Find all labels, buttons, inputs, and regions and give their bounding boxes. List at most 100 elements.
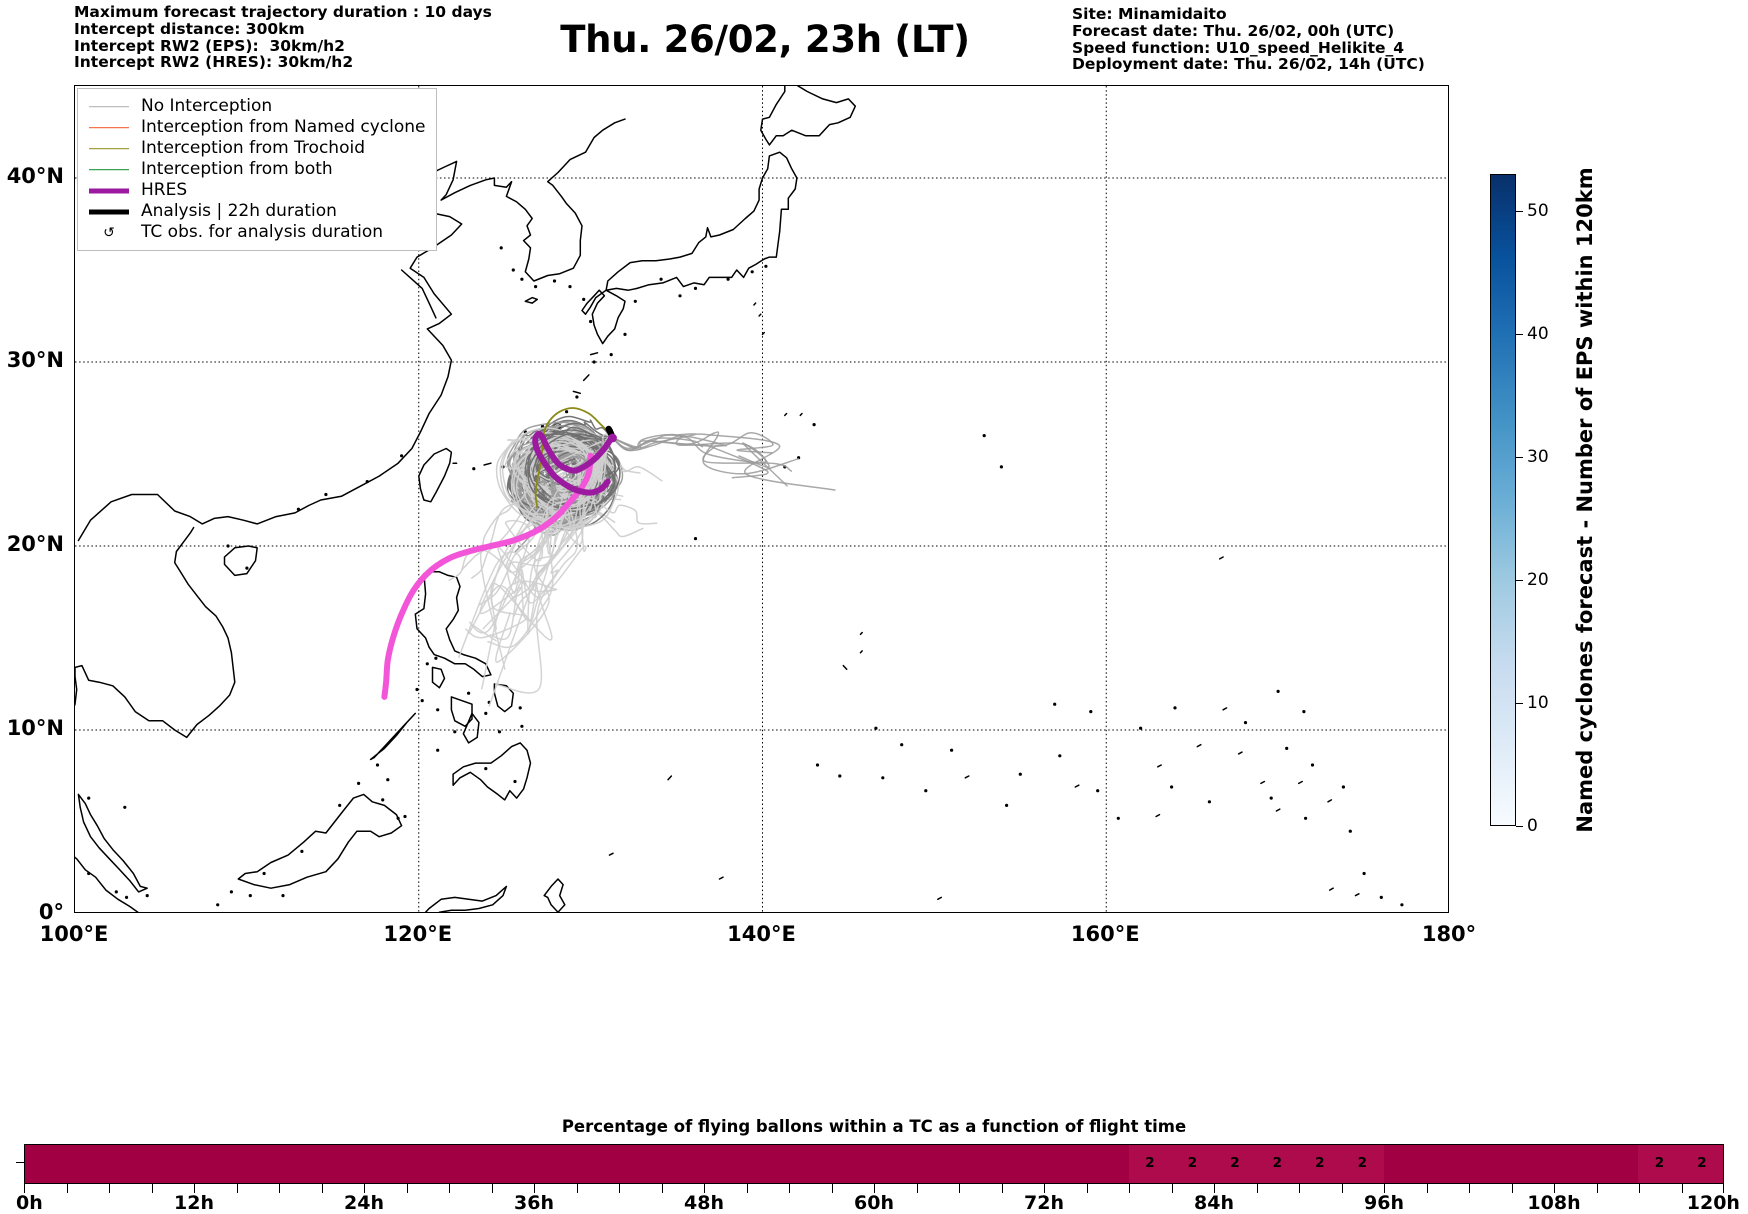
coastline-segment (589, 352, 599, 356)
percentage-cell-15h (237, 1145, 280, 1183)
page-title: Thu. 26/02, 23h (LT) (560, 18, 970, 61)
island-dot (1139, 726, 1143, 730)
coastline-segment (937, 896, 943, 901)
legend-item-2: Interception from Trochoid (86, 138, 426, 159)
island-dot (1285, 746, 1289, 751)
percentage-axis-tick-48h (704, 1184, 706, 1193)
legend-line-swatch (86, 142, 132, 156)
percentage-axis-tick-18h (279, 1184, 281, 1193)
island-dot (812, 423, 816, 427)
coastline-segment (1327, 799, 1333, 803)
island-dot (1276, 689, 1280, 694)
coastline-segment (1297, 780, 1303, 785)
percentage-cell-9h (152, 1145, 195, 1183)
percentage-axis-tick-3h (66, 1184, 68, 1193)
percentage-cell-78h: 2 (1128, 1145, 1172, 1183)
eps-trajectory (468, 436, 613, 642)
tropical-cyclone-icon: ↺ (103, 224, 115, 241)
percentage-cell-21h (322, 1145, 365, 1183)
percentage-axis-tick-42h (619, 1184, 621, 1193)
percentage-cell-30h (449, 1145, 492, 1183)
coastline-segment (493, 683, 515, 713)
percentage-axis-tick-81h (1171, 1184, 1173, 1193)
percentage-axis-label-60h: 60h (854, 1192, 894, 1214)
colorbar-title: Named cyclones forecast - Number of EPS … (1573, 167, 1597, 833)
island-dot (900, 743, 904, 747)
island-dot (415, 687, 419, 692)
coastline-segment (1354, 893, 1360, 897)
percentage-cell-57h (831, 1145, 875, 1183)
island-dot (453, 730, 457, 734)
lon-tick-label-100: 100°E (39, 922, 109, 946)
percentage-axis-label-48h: 48h (684, 1192, 724, 1214)
island-dot (1018, 772, 1022, 776)
island-dot (678, 294, 682, 298)
percentage-axis-tick-78h (1129, 1184, 1131, 1193)
colorbar-tick-20 (1516, 579, 1523, 582)
lat-tick-label-30: 30°N (6, 348, 64, 372)
percentage-cell-114h: 2 (1638, 1145, 1681, 1183)
percentage-axis-label-96h: 96h (1364, 1192, 1404, 1214)
percentage-cell-102h (1468, 1145, 1511, 1183)
percentage-cell-6h (109, 1145, 153, 1183)
legend-line-swatch (86, 163, 132, 177)
percentage-axis-label-0h: 0h (15, 1192, 43, 1214)
island-dot (425, 662, 429, 666)
coastline-segment (424, 885, 508, 912)
legend-item-0: No Interception (86, 96, 426, 117)
header-right-line-0: Site: Minamidaito (1072, 5, 1227, 23)
island-dot (568, 285, 572, 289)
percentage-axis-tick-51h (746, 1184, 748, 1193)
map-svg (75, 86, 1448, 912)
island-dot (750, 270, 754, 274)
island-dot (1053, 702, 1057, 706)
percentage-cell-96h (1383, 1145, 1426, 1183)
percentage-axis-label-36h: 36h (514, 1192, 554, 1214)
percentage-axis-tick-21h (321, 1184, 323, 1193)
island-dot (467, 691, 471, 695)
island-dot (125, 895, 129, 900)
percentage-axis-tick-99h (1426, 1184, 1428, 1193)
island-dot (1362, 871, 1366, 876)
map-legend: No Interception Interception from Named c… (77, 88, 437, 251)
lat-tick-label-10: 10°N (6, 716, 64, 740)
lat-tick-label-0: 0° (38, 900, 64, 924)
legend-line-swatch (86, 205, 132, 219)
island-dot (1207, 800, 1211, 804)
percentage-axis-tick-54h (789, 1184, 791, 1193)
legend-item-3: Interception from both (86, 159, 426, 180)
island-dot (87, 871, 91, 876)
percentage-cell-36h (534, 1145, 577, 1183)
island-dot (1348, 829, 1352, 833)
island-dot (659, 277, 663, 281)
coastline-segment (75, 666, 78, 707)
percentage-axis-tick-105h (1511, 1184, 1513, 1193)
colorbar-tick-label-10: 10 (1527, 692, 1549, 713)
island-dot (924, 789, 928, 793)
island-dot (582, 297, 586, 301)
coastline-segment (1237, 751, 1243, 755)
coastline-segment (718, 876, 724, 880)
percentage-axis-tick-96h (1384, 1184, 1386, 1193)
island-dot (1302, 710, 1306, 714)
coastline-segment (400, 269, 437, 319)
percentage-axis-tick-66h (959, 1184, 961, 1193)
island-dot (1304, 816, 1308, 820)
island-dot (248, 894, 252, 898)
coastline-segment (581, 289, 626, 345)
island-dot (534, 285, 538, 289)
legend-item-1: Interception from Named cyclone (86, 117, 426, 138)
percentage-axis-label-12h: 12h (174, 1192, 214, 1214)
island-dot (575, 395, 579, 399)
island-dot (726, 277, 730, 281)
colorbar-tick-10 (1516, 702, 1523, 705)
island-dot (400, 454, 404, 458)
percentage-cell-3h (67, 1145, 110, 1183)
island-dot (1005, 803, 1009, 808)
island-dot (982, 434, 986, 438)
island-dot (693, 537, 698, 541)
percentage-axis-tick-9h (151, 1184, 153, 1193)
percentage-cell-60h (874, 1145, 917, 1183)
legend-item-label: Interception from both (141, 159, 333, 179)
colorbar-tick-label-20: 20 (1527, 569, 1549, 590)
